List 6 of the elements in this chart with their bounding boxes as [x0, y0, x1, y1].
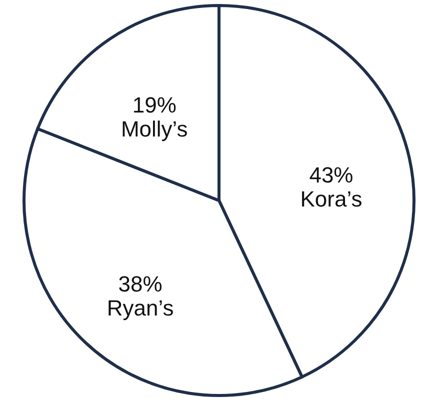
data-label: 38%: [118, 271, 162, 296]
data-label: 43%: [309, 162, 354, 188]
slice-label: Ryan’s: [106, 295, 174, 320]
slice-label: Kora’s: [300, 186, 362, 212]
data-label: 19%: [132, 92, 176, 118]
slice-label: Molly’s: [120, 116, 188, 142]
